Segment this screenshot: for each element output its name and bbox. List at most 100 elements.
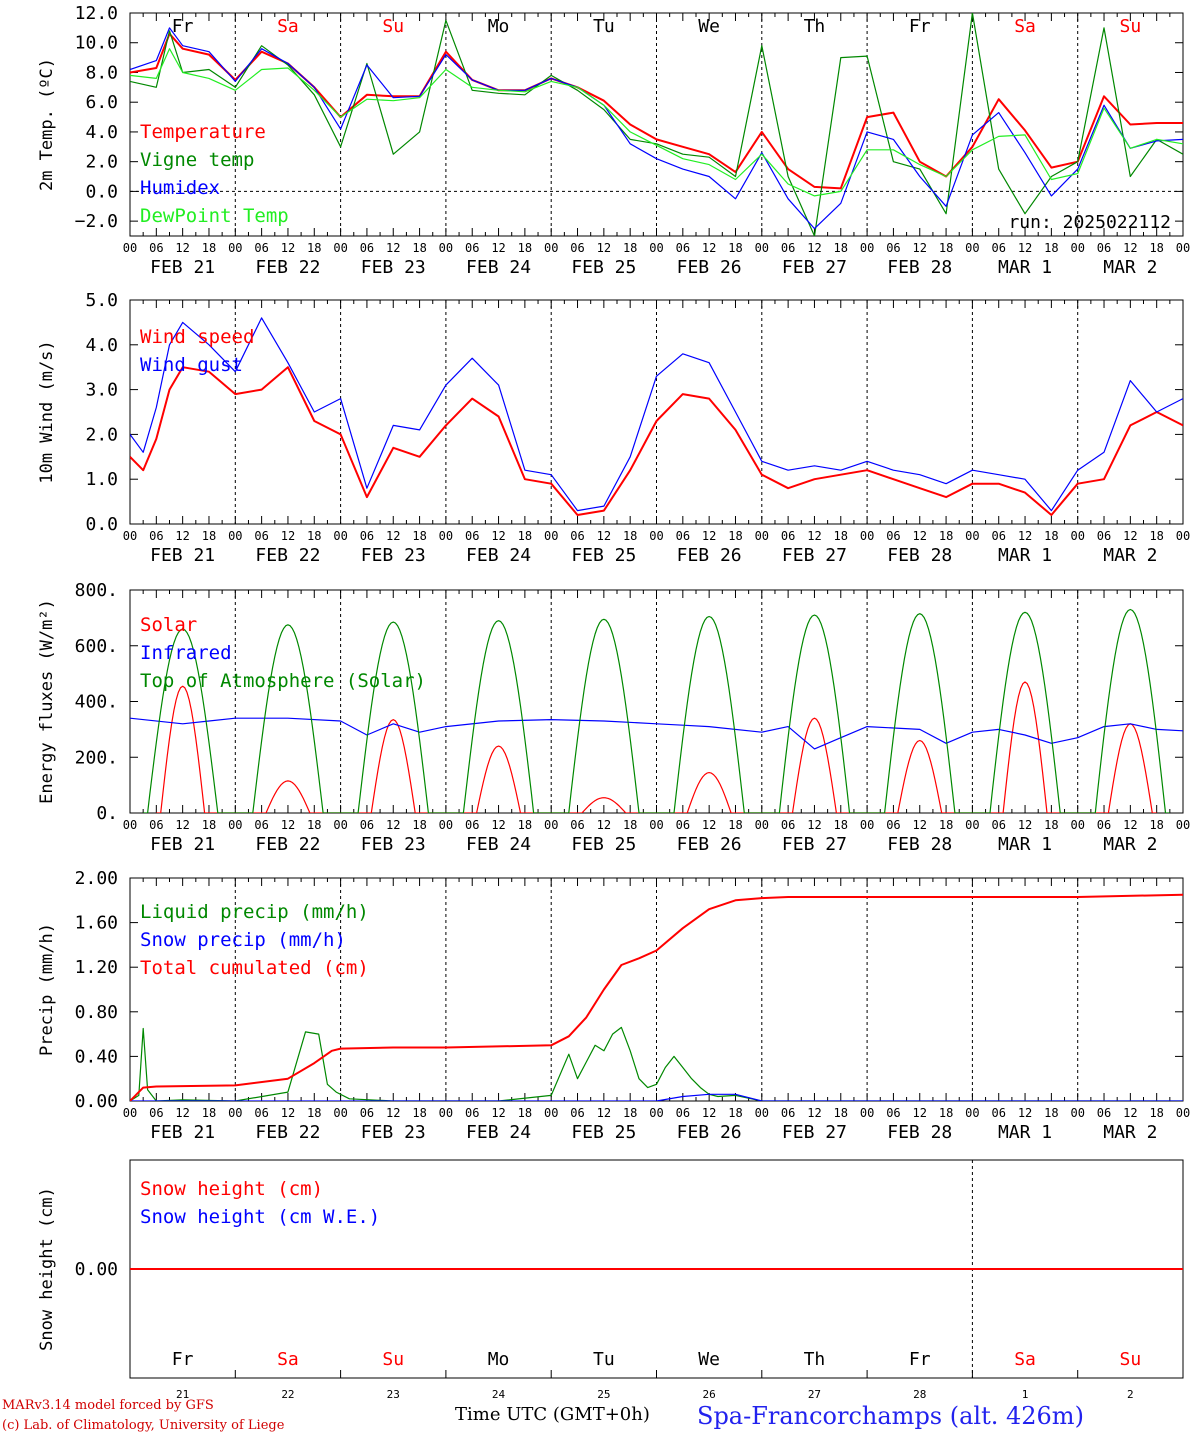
hour-label: 00	[649, 241, 663, 255]
hour-label: 18	[518, 818, 532, 832]
y-tick-label: 0.40	[75, 1046, 118, 1067]
day-number: 26	[703, 1388, 716, 1401]
day-number: 27	[808, 1388, 821, 1401]
hour-label: 06	[570, 529, 584, 543]
y-tick-label: 0.0	[85, 514, 118, 535]
y-tick-label: 6.0	[85, 92, 118, 113]
date-label: FEB 23	[361, 1122, 426, 1143]
weekday-label: Tu	[593, 16, 615, 37]
hour-label: 18	[307, 241, 321, 255]
y-tick-label: 200.	[75, 747, 118, 768]
hour-label: 00	[755, 241, 769, 255]
hour-label: 06	[991, 1106, 1005, 1120]
date-label: MAR 2	[1103, 1122, 1157, 1143]
hour-label: 12	[1123, 241, 1137, 255]
hour-label: 06	[254, 529, 268, 543]
series-line	[130, 13, 1183, 236]
hour-label: 00	[439, 241, 453, 255]
hour-label: 06	[149, 529, 163, 543]
hour-label: 12	[807, 1106, 821, 1120]
hour-label: 06	[1097, 1106, 1111, 1120]
hour-label: 00	[860, 818, 874, 832]
y-axis-label: Precip (mm/h)	[37, 923, 57, 1056]
legend-entry: Solar	[140, 614, 197, 636]
date-label: FEB 24	[466, 545, 531, 566]
hour-label: 00	[333, 529, 347, 543]
hour-label: 00	[333, 1106, 347, 1120]
weekday-label: Tu	[593, 1349, 615, 1370]
series-group	[130, 608, 1183, 813]
hour-label: 00	[544, 241, 558, 255]
y-tick-label: 0.00	[75, 1259, 118, 1280]
hour-label: 06	[991, 529, 1005, 543]
hour-label: 00	[755, 818, 769, 832]
legend-entry: Humidex	[140, 177, 220, 199]
hour-label: 06	[781, 529, 795, 543]
time-axis-label: Time UTC (GMT+0h)	[455, 1404, 650, 1425]
date-label: FEB 25	[571, 1122, 636, 1143]
hour-label: 00	[1070, 818, 1084, 832]
hour-label: 12	[702, 818, 716, 832]
y-tick-label: 2.00	[75, 868, 118, 889]
y-tick-label: 5.0	[85, 290, 118, 311]
hour-label: 12	[491, 818, 505, 832]
hour-label: 12	[491, 529, 505, 543]
hour-label: 06	[570, 818, 584, 832]
hour-label: 12	[175, 1106, 189, 1120]
date-label: FEB 22	[255, 1122, 320, 1143]
hour-label: 18	[623, 1106, 637, 1120]
y-tick-label: −2.0	[75, 211, 118, 232]
series-line	[130, 1093, 1183, 1101]
date-label: FEB 23	[361, 834, 426, 855]
date-label: MAR 2	[1103, 834, 1157, 855]
y-axis-label: 2m Temp. (ºC)	[37, 58, 57, 191]
date-label: MAR 1	[998, 834, 1052, 855]
legend-entry: Wind speed	[140, 326, 254, 348]
y-tick-label: 1.20	[75, 957, 118, 978]
hour-label: 06	[465, 241, 479, 255]
series-group	[130, 317, 1183, 516]
station-name: Spa-Francorchamps (alt. 426m)	[697, 1402, 1084, 1430]
hour-label: 00	[228, 818, 242, 832]
hour-label: 12	[807, 529, 821, 543]
date-label: FEB 23	[361, 257, 426, 278]
hour-label: 06	[991, 241, 1005, 255]
hour-label: 12	[1123, 529, 1137, 543]
hour-label: 12	[807, 818, 821, 832]
hour-label: 12	[597, 529, 611, 543]
legend-entry: Snow precip (mm/h)	[140, 929, 346, 951]
y-tick-label: 600.	[75, 636, 118, 657]
date-label: MAR 2	[1103, 257, 1157, 278]
legend-entry: Snow height (cm W.E.)	[140, 1206, 380, 1228]
hour-label: 06	[886, 241, 900, 255]
hour-label: 18	[623, 529, 637, 543]
hour-label: 12	[281, 241, 295, 255]
hour-label: 06	[676, 241, 690, 255]
hour-label: 00	[439, 1106, 453, 1120]
hour-label: 18	[834, 818, 848, 832]
hour-label: 12	[597, 241, 611, 255]
hour-label: 00	[965, 1106, 979, 1120]
y-axis-label: 10m Wind (m/s)	[37, 340, 57, 483]
hour-label: 18	[939, 1106, 953, 1120]
hour-label: 06	[360, 818, 374, 832]
hour-label: 12	[702, 529, 716, 543]
date-label: FEB 21	[150, 1122, 215, 1143]
legend-entry: Vigne temp	[140, 149, 254, 171]
hour-label: 00	[123, 818, 137, 832]
day-number: 2	[1127, 1388, 1134, 1401]
hour-label: 00	[544, 529, 558, 543]
legend-entry: Liquid precip (mm/h)	[140, 901, 369, 923]
hour-label: 18	[412, 241, 426, 255]
model-credit: MARv3.14 model forced by GFS	[2, 1398, 214, 1413]
hour-label: 12	[1123, 1106, 1137, 1120]
date-label: MAR 1	[998, 1122, 1052, 1143]
hour-label: 12	[597, 1106, 611, 1120]
hour-label: 00	[123, 241, 137, 255]
hour-label: 18	[1149, 1106, 1163, 1120]
hour-label: 18	[518, 529, 532, 543]
hour-label: 12	[491, 1106, 505, 1120]
hour-label: 00	[333, 241, 347, 255]
hour-label: 06	[781, 1106, 795, 1120]
